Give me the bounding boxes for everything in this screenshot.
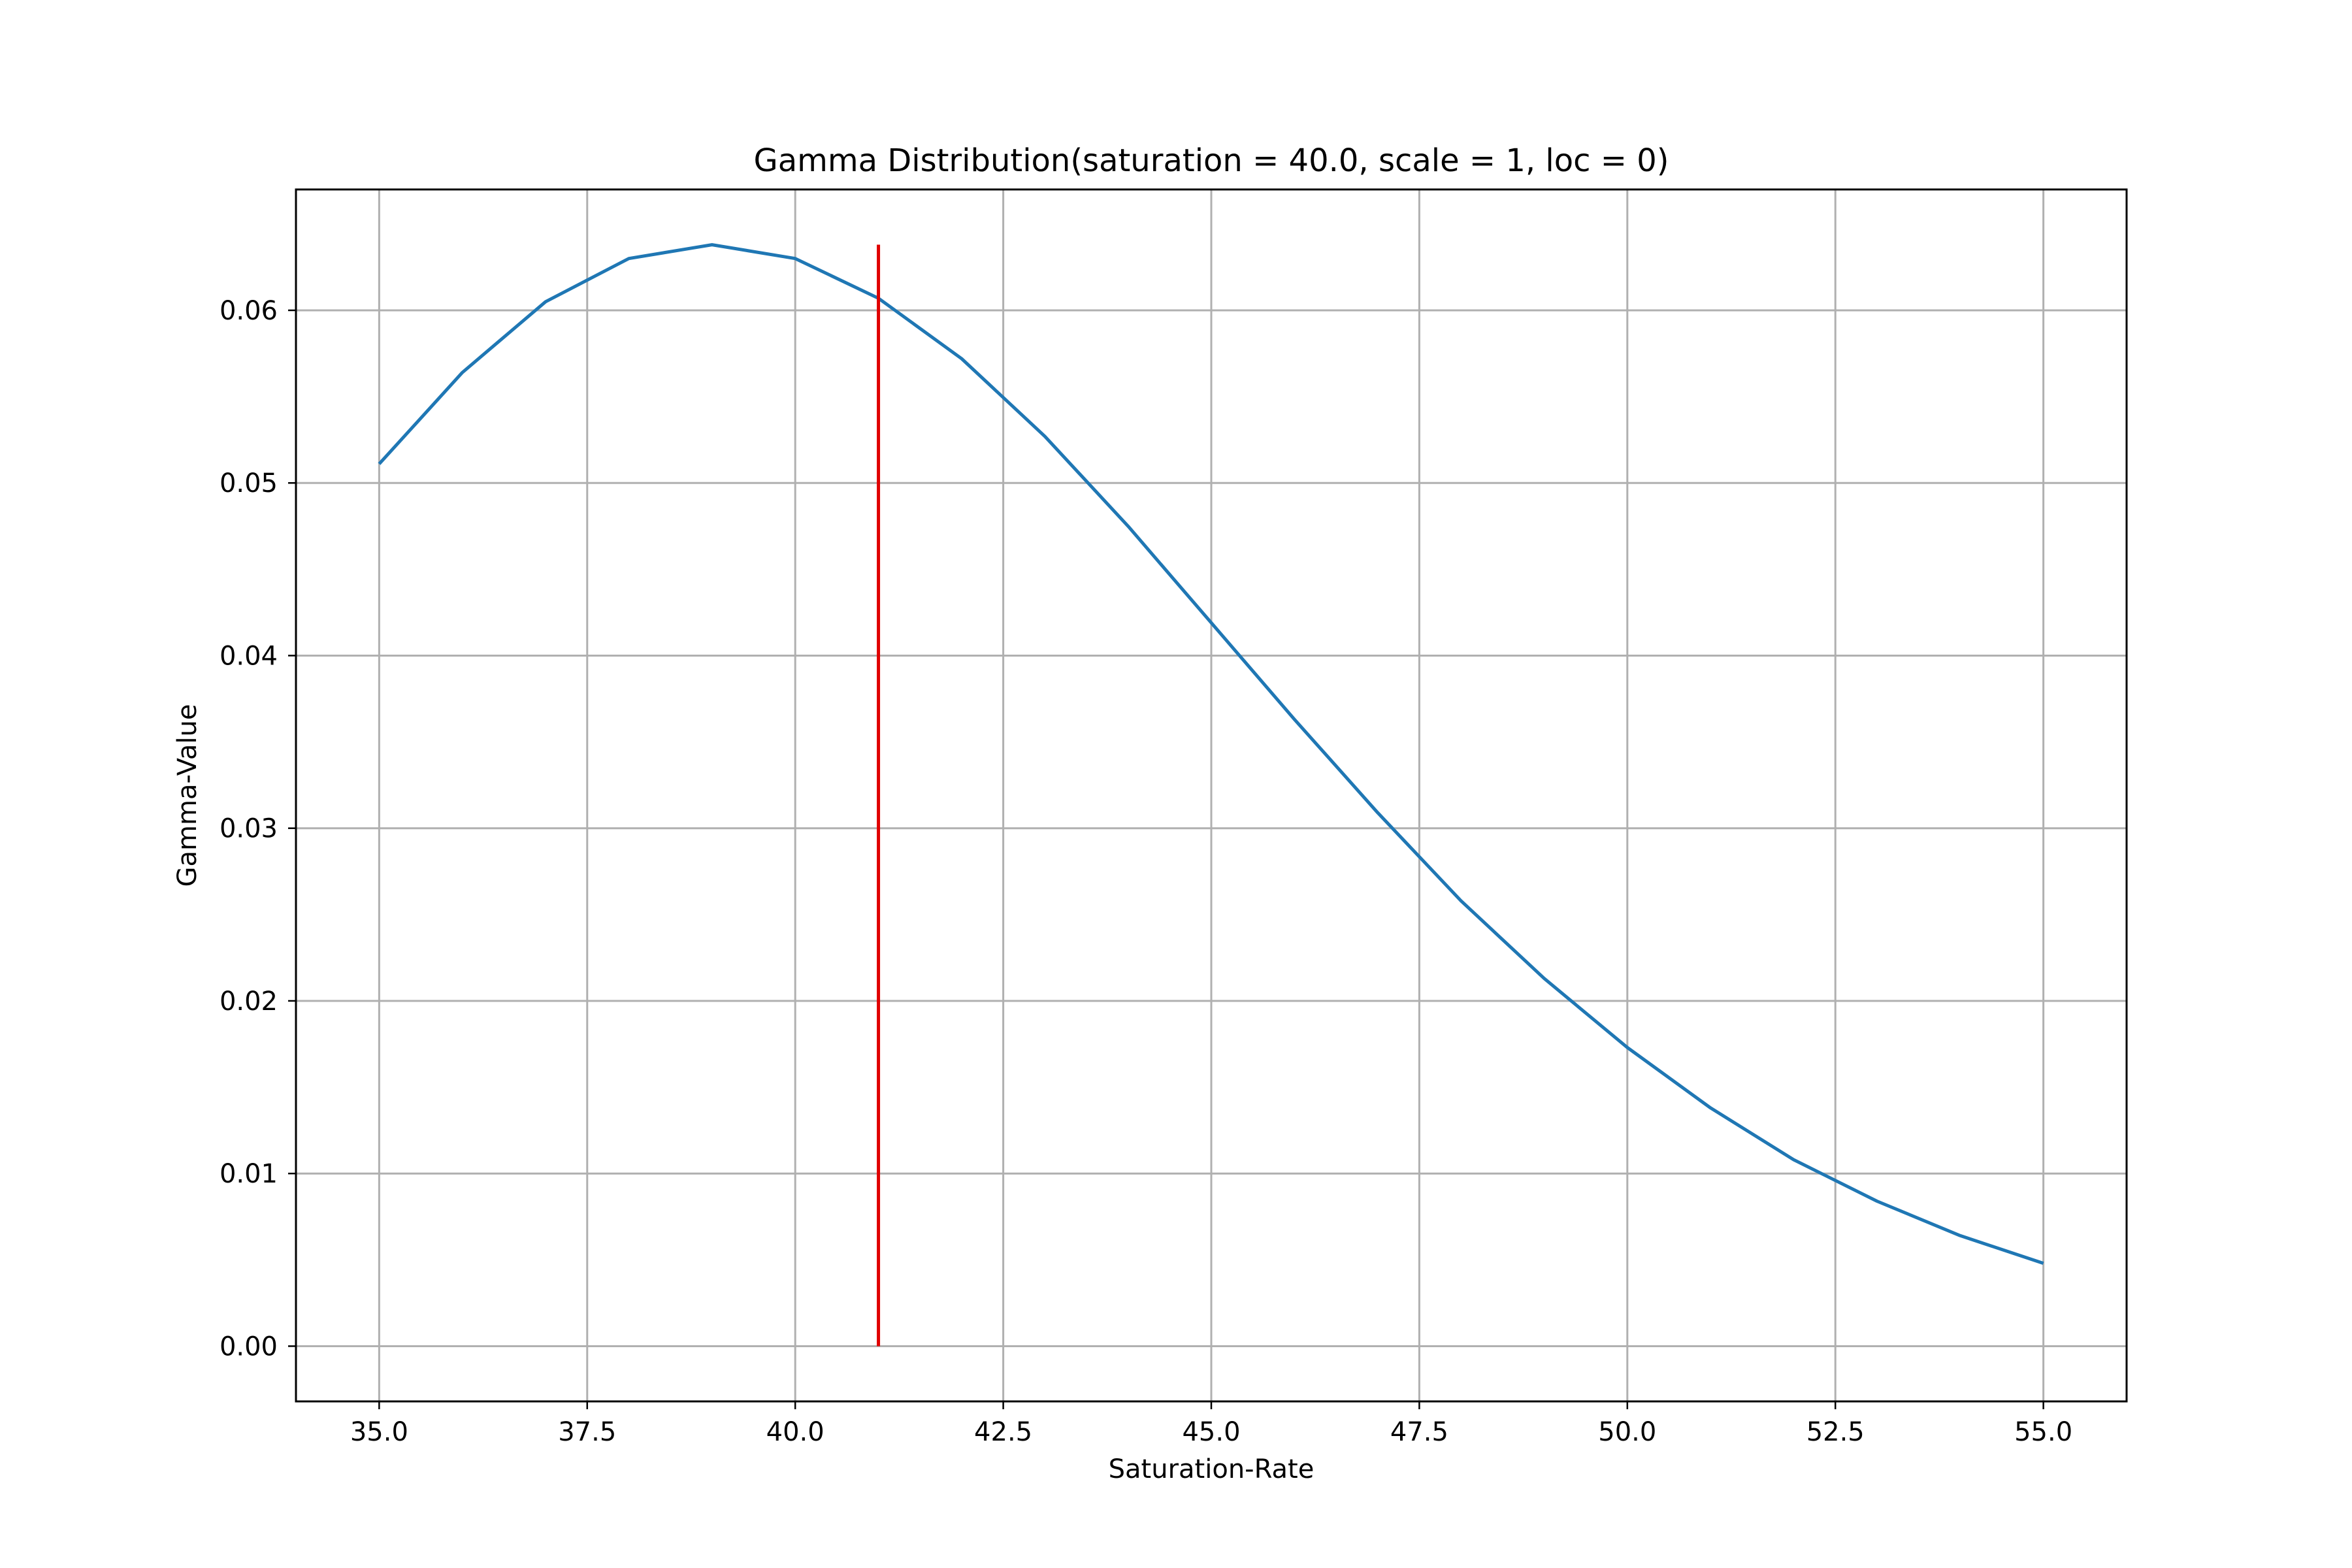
ticks: 35.0 37.5 40.0 42.5 45.0 47.5 50.0 52.5 55.0 0.00… xyxy=(220,296,2072,1447)
x-tick-label: 55.0 xyxy=(2014,1417,2072,1447)
x-tick-label: 45.0 xyxy=(1182,1417,1240,1447)
y-tick-label: 0.00 xyxy=(220,1331,278,1362)
x-tick-label: 50.0 xyxy=(1598,1417,1656,1447)
chart-title: Gamma Distribution(saturation = 40.0, sc… xyxy=(754,142,1669,179)
y-tick-label: 0.06 xyxy=(220,296,278,326)
x-tick-label: 52.5 xyxy=(1806,1417,1865,1447)
series-layer xyxy=(378,243,2044,1347)
y-tick-label: 0.03 xyxy=(220,814,278,844)
x-tick-label: 42.5 xyxy=(974,1417,1032,1447)
grid xyxy=(296,189,2127,1401)
x-tick-label: 47.5 xyxy=(1390,1417,1448,1447)
y-tick-label: 0.04 xyxy=(220,641,278,671)
x-axis-label: Saturation-Rate xyxy=(1109,1454,1315,1484)
x-tick-label: 35.0 xyxy=(350,1417,408,1447)
x-tick-label: 40.0 xyxy=(766,1417,825,1447)
y-tick-label: 0.02 xyxy=(220,987,278,1017)
series-line xyxy=(378,243,2044,1265)
y-tick-label: 0.05 xyxy=(220,468,278,498)
y-axis-label: Gamma-Value xyxy=(172,704,203,887)
x-tick-label: 37.5 xyxy=(558,1417,616,1447)
y-tick-label: 0.01 xyxy=(220,1159,278,1189)
